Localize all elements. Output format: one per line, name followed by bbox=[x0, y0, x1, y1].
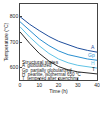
svg-text:T tempered after quenching: T tempered after quenching bbox=[22, 76, 79, 81]
svg-text:800: 800 bbox=[10, 13, 19, 19]
svg-text:H: H bbox=[91, 60, 95, 66]
svg-text:0: 0 bbox=[19, 82, 22, 88]
svg-text:H pearlite, isothermal 650 °C: H pearlite, isothermal 650 °C bbox=[22, 72, 82, 77]
svg-text:Gp partially globularized: Gp partially globularized bbox=[22, 68, 72, 73]
svg-text:600: 600 bbox=[10, 64, 19, 70]
svg-text:Temperature (°C): Temperature (°C) bbox=[3, 22, 9, 61]
svg-text:T: T bbox=[92, 66, 95, 72]
svg-text:A: A bbox=[91, 44, 95, 50]
svg-text:Gp: Gp bbox=[88, 52, 95, 58]
svg-text:Structural states: Structural states bbox=[22, 59, 59, 65]
svg-text:30: 30 bbox=[75, 82, 81, 88]
svg-text:10: 10 bbox=[36, 82, 42, 88]
svg-text:40: 40 bbox=[94, 82, 100, 88]
svg-text:700: 700 bbox=[10, 39, 19, 45]
svg-text:Time (h): Time (h) bbox=[49, 88, 68, 94]
svg-text:A globularized: A globularized bbox=[22, 63, 52, 68]
svg-text:20: 20 bbox=[56, 82, 62, 88]
